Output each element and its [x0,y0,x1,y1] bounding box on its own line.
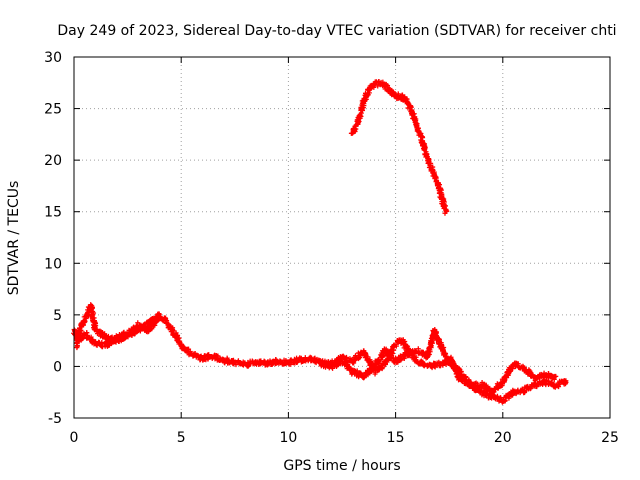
data-point [494,395,500,401]
data-point [506,394,512,400]
data-point [534,384,540,390]
data-point [129,332,135,338]
data-point [330,365,336,371]
x-tick-label: 25 [601,430,619,446]
y-tick-label: 0 [53,359,62,375]
chart-title: Day 249 of 2023, Sidereal Day-to-day VTE… [57,23,616,39]
data-point [521,388,527,394]
data-point [187,348,193,354]
data-point [352,123,358,129]
x-tick-label: 5 [177,430,186,446]
data-point [413,354,419,360]
data-point [362,98,368,104]
plot-frame [73,56,611,419]
data-point [83,314,89,320]
data-point [388,353,394,359]
x-tick-label: 0 [70,430,79,446]
data-point [84,330,90,336]
data-point [552,373,558,379]
x-tick-label: 15 [387,430,405,446]
data-point [514,361,520,367]
data-point [412,117,418,123]
data-point [437,361,443,367]
series-3 [318,327,559,396]
data-point [500,379,506,385]
data-point [508,366,514,372]
data-point [148,321,154,327]
data-marks [71,78,569,405]
data-point [233,362,239,368]
data-point [405,100,411,106]
data-point [442,210,448,216]
data-point [379,364,385,370]
data-point [154,314,160,320]
data-point [181,344,187,350]
series-5 [348,78,450,216]
data-point [437,182,443,188]
y-tick-label: 20 [44,153,62,169]
x-tick-label: 10 [279,430,297,446]
ticks: 0 5 10 15 20 25 -5 0 5 10 15 20 25 30 [44,50,619,446]
y-tick-label: 25 [44,102,62,118]
data-point [389,90,395,96]
data-point [156,311,162,317]
y-axis-label: SDTVAR / TECUs [6,181,22,296]
data-point [441,196,447,202]
data-point [157,315,163,321]
data-point [409,111,415,117]
y-tick-label: 15 [44,205,62,221]
data-point [390,89,396,95]
data-point [82,318,88,324]
series-4 [74,302,163,351]
data-point [149,326,155,332]
data-point [471,384,477,390]
data-point [563,378,569,384]
y-tick-label: 10 [44,256,62,272]
x-axis-label: GPS time / hours [283,458,400,474]
y-tick-label: -5 [48,411,62,427]
data-point [343,354,349,360]
data-point [258,361,264,367]
data-point [433,332,439,338]
grid [74,57,610,418]
y-tick-label: 30 [44,50,62,66]
data-point [401,340,407,346]
x-tick-label: 20 [494,430,512,446]
y-tick-label: 5 [53,308,62,324]
